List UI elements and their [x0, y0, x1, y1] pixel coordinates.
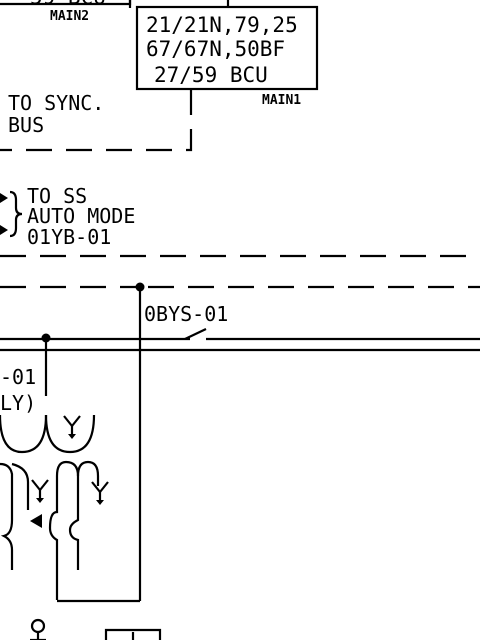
relay-box-main1-tag: MAIN1: [262, 93, 301, 108]
relay-box-main2: 59 BCU MAIN2: [0, 0, 132, 24]
relay-box-line3: 27/59 BCU: [154, 63, 268, 87]
relay-box-main2-tag: MAIN2: [50, 9, 89, 24]
wye-ground-icon: [63, 415, 81, 439]
arrow-right-icon: [0, 225, 8, 235]
relay-box-line2: 67/67N,50BF: [146, 37, 285, 61]
relay-box-main1: 21/21N,79,25 67/67N,50BF 27/59 BCU MAIN1: [135, 0, 319, 108]
ss-note-line3: 01YB-01: [27, 225, 111, 249]
bottom-box-partial: [104, 628, 162, 640]
transformer-symbol: [0, 414, 109, 600]
busbar-group: 0BYS-01: [0, 302, 480, 352]
secondary-coil-right-b: [76, 460, 100, 486]
primary-winding-right: [44, 414, 96, 454]
sync-bus-dashed-link: [0, 89, 193, 152]
secondary-coil-left-b: [11, 462, 30, 510]
primary-winding-left: [0, 414, 48, 454]
brace-icon: [9, 190, 23, 238]
ss-auto-mode-note: TO SS AUTO MODE 01YB-01: [0, 184, 135, 249]
secondary-coil-left-a: [0, 462, 14, 570]
arrow-right-icon: [0, 193, 8, 203]
bypass-switch-blade: [184, 328, 207, 340]
sync-bus-note: TO SYNC. BUS: [8, 91, 104, 137]
sync-bus-note-line2: BUS: [8, 113, 44, 137]
ss-note-line1: TO SS: [27, 184, 87, 208]
partial-left-line2: LY): [0, 391, 36, 415]
wye-ground-icon: [31, 479, 49, 503]
relay-box-line1: 21/21N,79,25: [146, 13, 298, 37]
polarity-triangle-icon: [30, 514, 42, 528]
bottom-partial-symbols: [30, 618, 162, 640]
partial-left-line1: -01: [0, 365, 36, 389]
wye-ground-icon: [91, 481, 109, 505]
bottom-node-icon: [30, 618, 46, 634]
ss-note-line2: AUTO MODE: [27, 204, 135, 228]
bypass-switch-label: 0BYS-01: [144, 302, 228, 326]
relay-box-main2-partial-text: 59 BCU: [30, 0, 106, 9]
secondary-coil-right: [48, 460, 80, 600]
sync-bus-note-line1: TO SYNC.: [8, 91, 104, 115]
